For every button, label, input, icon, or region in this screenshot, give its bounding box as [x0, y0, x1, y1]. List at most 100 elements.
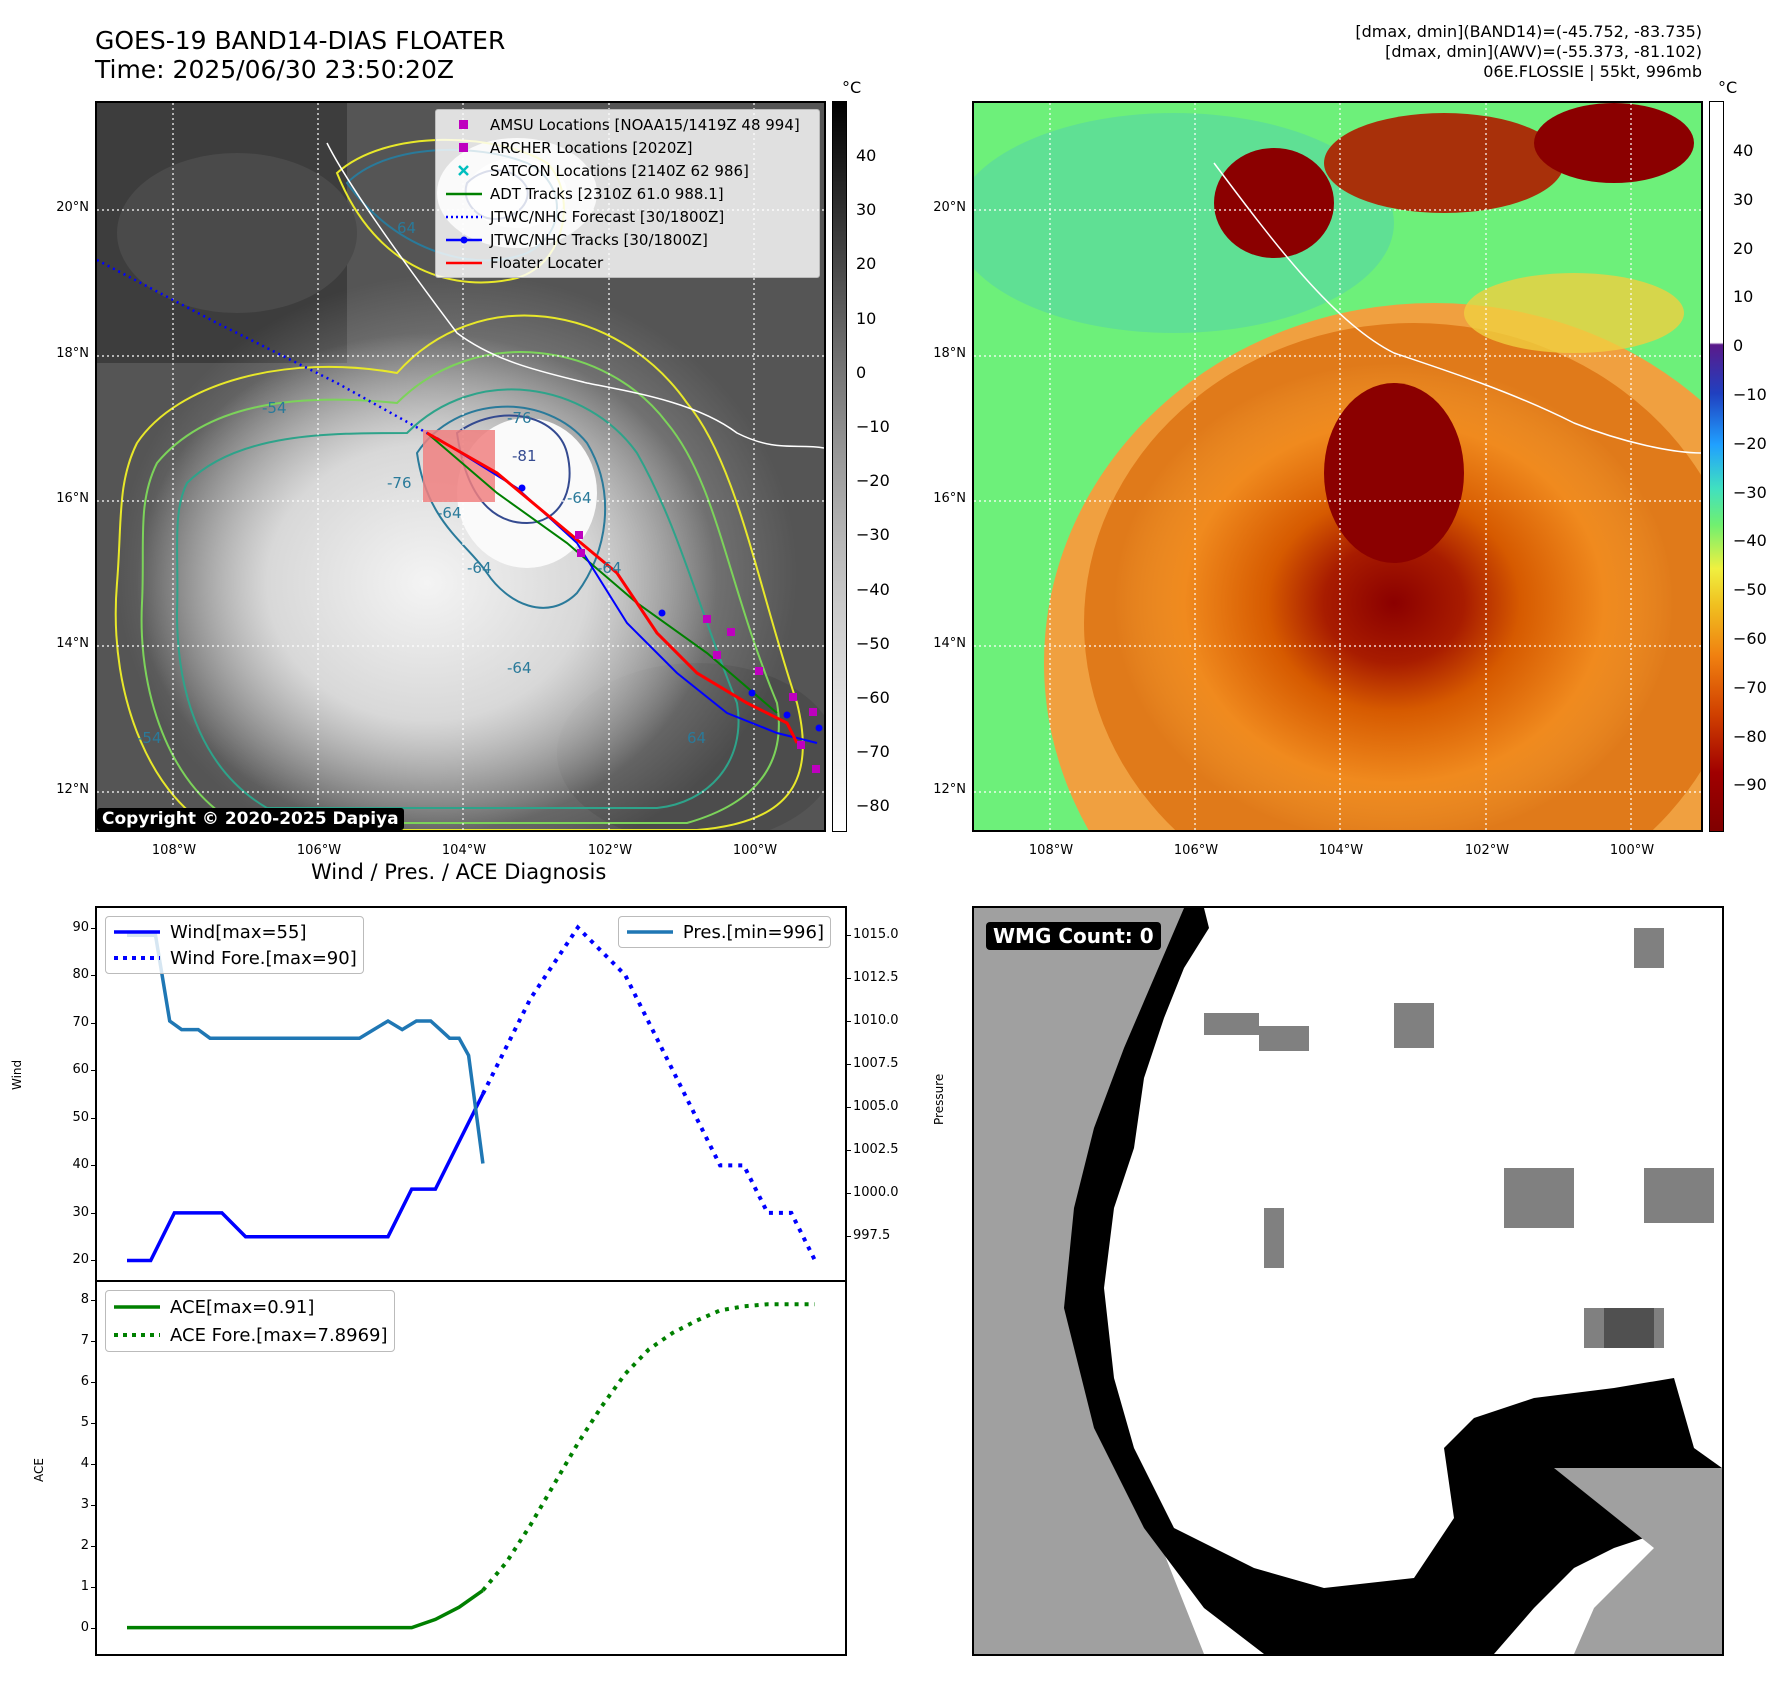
- legend-label: JTWC/NHC Tracks [30/1800Z]: [490, 230, 708, 249]
- y-tick-label: 1: [80, 1578, 89, 1594]
- series-line-1: [481, 1302, 815, 1592]
- colorbar-tick-label: 20: [856, 254, 877, 274]
- ace-panel: ACE[max=0.91] ACE Fore.[max=7.8969]: [95, 1280, 847, 1656]
- y-tick-mark: [91, 1422, 95, 1424]
- legend-label: Floater Locater: [490, 253, 604, 272]
- y-tick-label: 7: [80, 1333, 89, 1349]
- figure-info: [dmax, dmin](BAND14)=(-45.752, -83.735)[…: [1355, 22, 1702, 82]
- wind-legend: Wind[max=55] Wind Fore.[max=90]: [105, 916, 364, 974]
- series-line-0: [127, 1093, 485, 1263]
- colorbar-tick-label: 30: [856, 200, 877, 220]
- legend-label: Pres.[min=996]: [682, 921, 824, 943]
- legend-marker-icon: [459, 119, 468, 129]
- lat-tick-label: 16°N: [56, 491, 89, 506]
- y-tick-mark: [91, 1070, 95, 1072]
- y-tick-mark: [91, 1212, 95, 1214]
- y2-tick-label: 1000.0: [853, 1184, 899, 1200]
- contour-label: 64: [687, 729, 706, 747]
- y-tick-label: 60: [72, 1062, 89, 1078]
- y-tick-label: 4: [80, 1455, 89, 1471]
- ir-colorbar: [832, 101, 847, 832]
- colorbar-tick-label: 40: [856, 146, 877, 165]
- legend-entry: JTWC/NHC Tracks [30/1800Z]: [436, 228, 819, 251]
- legend-marker-icon: [459, 142, 468, 152]
- y2-tick-mark: [847, 935, 851, 937]
- y-tick-label: 90: [72, 919, 89, 935]
- wind-axis-label: Wind: [10, 1059, 24, 1090]
- colorbar-tick-label: 0: [856, 362, 867, 382]
- y-tick-label: 20: [72, 1252, 89, 1268]
- legend-dotted-line-icon: [114, 1333, 160, 1337]
- legend-label: JTWC/NHC Forecast [30/1800Z]: [490, 207, 725, 226]
- legend-marker-icon: [458, 164, 469, 176]
- series-line-0: [127, 1588, 484, 1630]
- legend-label: ADT Tracks [2310Z 61.0 988.1]: [490, 184, 724, 203]
- lat-tick-label: 12°N: [56, 782, 89, 797]
- contour-label: 64: [397, 219, 416, 237]
- y-tick-mark: [91, 1504, 95, 1506]
- colorbar-tick-label: −40: [1733, 531, 1767, 551]
- legend-entry: ARCHER Locations [2020Z]: [436, 136, 819, 159]
- contour-label: -64: [437, 504, 462, 522]
- contour-label: -54: [262, 399, 287, 417]
- colorbar-tick-label: −80: [856, 796, 890, 816]
- figure-title: GOES-19 BAND14-DIAS FLOATER Time: 2025/06…: [95, 26, 505, 84]
- y2-tick-label: 1012.5: [853, 970, 899, 986]
- y-tick-mark: [91, 1341, 95, 1343]
- lat-tick-label: 12°N: [933, 782, 966, 797]
- colorbar-tick-label: −80: [1733, 726, 1767, 746]
- contour-label: -76: [387, 474, 412, 492]
- colorbar-tick-label: −40: [856, 579, 890, 599]
- legend-marker-icon: [446, 192, 482, 195]
- y2-tick-mark: [847, 1063, 851, 1065]
- y-tick-label: 80: [72, 967, 89, 983]
- colorbar-tick-label: 40: [1733, 141, 1754, 160]
- band14-range: [dmax, dmin](BAND14)=(-45.752, -83.735): [1355, 22, 1702, 41]
- colorbar-tick-label: 0: [1733, 336, 1744, 356]
- lon-tick-label: 106°W: [296, 843, 342, 858]
- wmg-panel: WMG Count: 0: [972, 906, 1724, 1656]
- legend-label: AMSU Locations [NOAA15/1419Z 48 994]: [490, 115, 800, 134]
- map-legend: AMSU Locations [NOAA15/1419Z 48 994] ARCH…: [435, 109, 820, 278]
- contour-label: -64: [567, 489, 592, 507]
- pres-legend: Pres.[min=996]: [617, 916, 831, 948]
- y-tick-label: 50: [72, 1109, 89, 1125]
- legend-label: SATCON Locations [2140Z 62 986]: [490, 161, 749, 180]
- y2-tick-label: 1015.0: [853, 927, 899, 943]
- legend-marker-icon: [446, 215, 482, 218]
- y-tick-mark: [91, 975, 95, 977]
- colorbar-tick-label: 20: [1733, 238, 1754, 258]
- y-tick-mark: [91, 1022, 95, 1024]
- lat-tick-label: 14°N: [56, 636, 89, 651]
- y-tick-mark: [91, 1165, 95, 1167]
- y-tick-label: 0: [80, 1619, 89, 1635]
- legend-entry: JTWC/NHC Forecast [30/1800Z]: [436, 205, 819, 228]
- legend-dotted-line-icon: [114, 956, 160, 960]
- ir-map-panel: -76 -76 -81 -64 -64 -64 -54 -54 -64 -64 …: [95, 101, 826, 832]
- y-tick-label: 8: [80, 1292, 89, 1308]
- lon-tick-label: 100°W: [732, 843, 778, 858]
- lon-tick-label: 104°W: [441, 843, 487, 858]
- y-tick-mark: [91, 1117, 95, 1119]
- colorbar-tick-label: −60: [1733, 629, 1767, 648]
- y2-tick-label: 1007.5: [853, 1055, 899, 1071]
- colorbar-tick-label: −50: [1733, 580, 1767, 600]
- lat-tick-label: 20°N: [933, 200, 966, 215]
- lon-tick-label: 104°W: [1318, 843, 1364, 858]
- lat-tick-label: 20°N: [56, 200, 89, 215]
- y2-tick-mark: [847, 1192, 851, 1194]
- series-line-1: [481, 924, 817, 1262]
- colorbar-tick-label: −10: [856, 417, 890, 436]
- colorbar-tick-label: −20: [856, 471, 890, 491]
- y-tick-label: 2: [80, 1537, 89, 1553]
- contour-label: -81: [512, 447, 537, 465]
- y2-tick-label: 1005.0: [853, 1098, 899, 1114]
- pressure-axis-label: Pressure: [932, 1073, 946, 1125]
- wind-pres-svg: [127, 924, 817, 1263]
- colorbar-tick-label: −90: [1733, 775, 1767, 795]
- lon-tick-label: 106°W: [1173, 843, 1219, 858]
- awv-colorbar: [1709, 101, 1724, 832]
- lat-tick-label: 16°N: [933, 491, 966, 506]
- contour-label: -64: [597, 559, 622, 577]
- contour-label: -76: [507, 409, 532, 427]
